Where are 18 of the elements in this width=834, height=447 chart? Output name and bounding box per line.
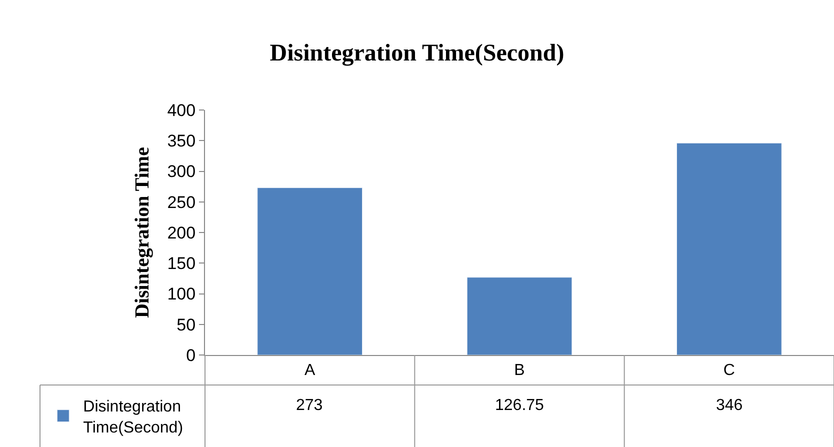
y-tick-label: 100 bbox=[167, 284, 196, 304]
x-tick-label: B bbox=[514, 362, 525, 380]
y-tick-label: 350 bbox=[167, 132, 196, 151]
data-label: 126.75 bbox=[495, 397, 544, 414]
chart-title: Disintegration Time(Second) bbox=[270, 40, 564, 66]
y-tick-label: 50 bbox=[176, 315, 196, 334]
y-tick-label: 200 bbox=[167, 223, 196, 242]
y-tick-label: 250 bbox=[167, 192, 196, 212]
x-tick-label: A bbox=[304, 362, 316, 380]
y-tick-label: 0 bbox=[186, 346, 196, 365]
data-label: 346 bbox=[716, 397, 743, 414]
y-tick-label: 300 bbox=[167, 162, 196, 182]
data-label: 273 bbox=[296, 397, 323, 414]
y-tick-label: 150 bbox=[167, 254, 196, 274]
x-tick-label: C bbox=[723, 362, 735, 380]
y-axis-title: Disintegration Time bbox=[132, 146, 154, 318]
y-tick-label: 400 bbox=[167, 100, 196, 120]
legend-label: Disintegration Time(Second) bbox=[83, 398, 184, 436]
